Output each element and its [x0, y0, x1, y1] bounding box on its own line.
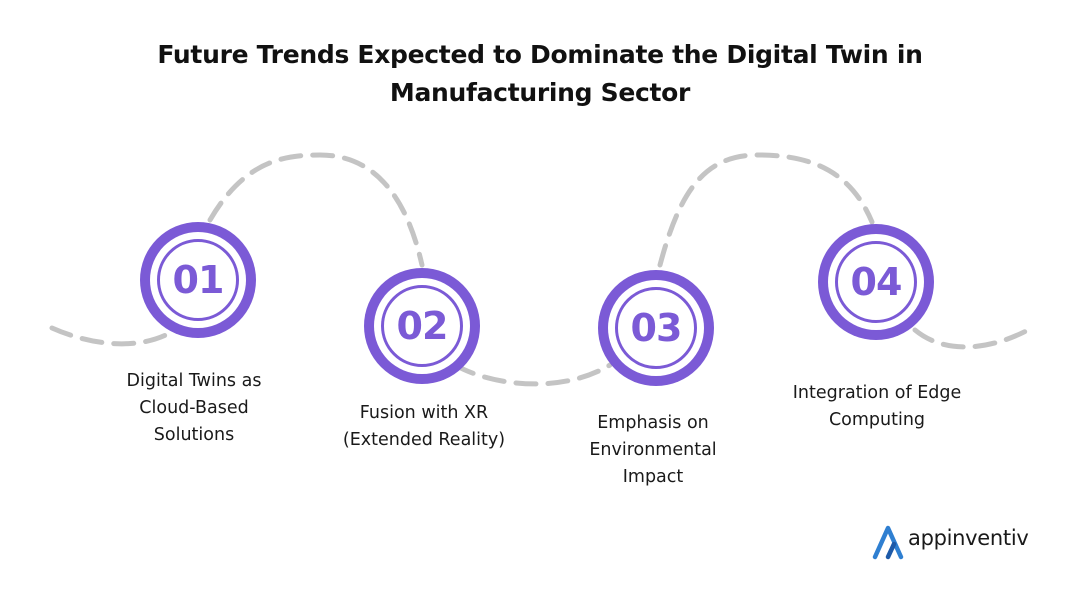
- page-title: Future Trends Expected to Dominate the D…: [90, 36, 990, 112]
- step-number: 02: [396, 304, 449, 348]
- step-node-04: 04: [818, 224, 934, 340]
- step-node-01: 01: [140, 222, 256, 338]
- step-label-04: Integration of Edge Computing: [792, 383, 962, 430]
- title-line-1: Future Trends Expected to Dominate the D…: [157, 40, 923, 69]
- step-number: 01: [172, 258, 225, 302]
- step-label-01: Digital Twins as Cloud-Based Solutions: [126, 371, 262, 445]
- step-label-03: Emphasis on Environmental Impact: [589, 413, 717, 487]
- step-label-02: Fusion with XR (Extended Reality): [342, 403, 506, 450]
- step-number: 04: [850, 260, 903, 304]
- step-node-03: 03: [598, 270, 714, 386]
- title-line-2: Manufacturing Sector: [389, 78, 691, 107]
- brand-name: appinventiv: [908, 526, 1029, 550]
- step-number: 03: [630, 306, 683, 350]
- appinventiv-logo-icon: [872, 525, 904, 560]
- step-node-02: 02: [364, 268, 480, 384]
